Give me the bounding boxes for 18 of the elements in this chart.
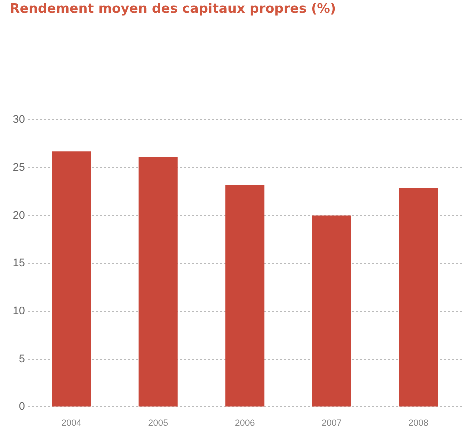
y-tick-label: 20 — [12, 210, 26, 222]
bar — [52, 152, 92, 407]
y-tick-label: 15 — [12, 258, 26, 270]
x-tick-label: 2008 — [408, 418, 429, 428]
x-tick-label: 2004 — [62, 418, 82, 428]
bar — [399, 188, 438, 407]
bar — [226, 185, 265, 407]
x-tick-label: 2007 — [322, 418, 342, 428]
y-tick-label: 0 — [19, 401, 26, 414]
x-tick-label: 2006 — [235, 418, 256, 428]
y-tick-label: 10 — [12, 306, 26, 318]
bar — [138, 157, 178, 407]
y-tick-label: 25 — [12, 162, 26, 174]
chart-title: Rendement moyen des capitaux propres (%) — [10, 2, 336, 17]
x-tick-label: 2005 — [148, 418, 168, 428]
y-tick-label: 30 — [12, 114, 26, 126]
y-tick-label: 5 — [19, 353, 26, 366]
bar — [312, 216, 352, 407]
